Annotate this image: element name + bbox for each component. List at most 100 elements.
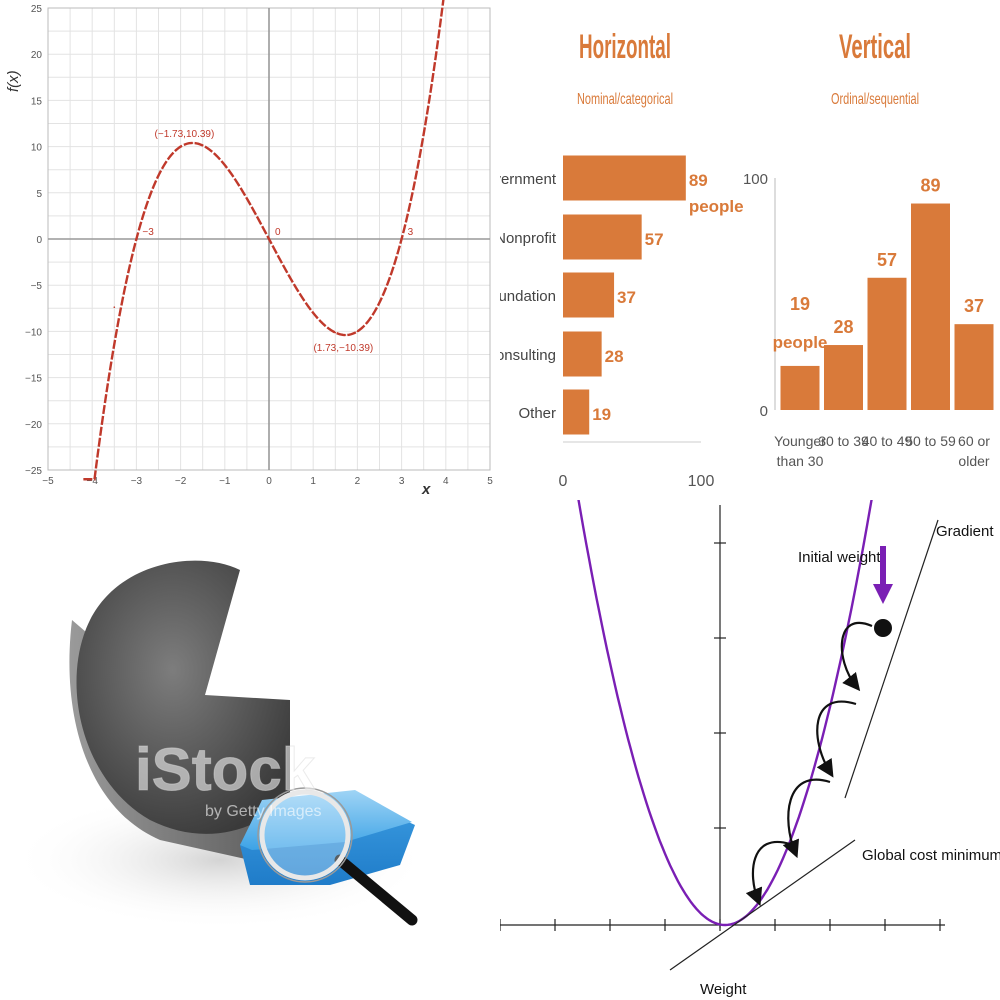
- blue-wedge-top: [240, 790, 412, 850]
- cubic-x-tick-label: −1: [219, 476, 231, 487]
- cubic-annotation: 0: [275, 227, 281, 238]
- hbar-bar: [563, 272, 615, 318]
- cubic-y-tick-label: 15: [31, 96, 43, 107]
- cubic-y-tick-label: 10: [31, 143, 43, 154]
- vbar-bar: [867, 277, 907, 410]
- hbar-value-label: 37: [617, 288, 636, 307]
- hbar-category-label: Foundation: [500, 288, 556, 305]
- global-min-tangent-line: [669, 839, 856, 971]
- cubic-annotation: −3: [142, 227, 154, 238]
- magnifier-lens: [259, 789, 351, 881]
- vbar-value-label: 19: [790, 294, 810, 314]
- initial-weight-label: Initial weight: [798, 549, 881, 566]
- magnifier-handle: [334, 854, 418, 926]
- hbar-unit-label: people: [689, 197, 744, 216]
- global-min-label: Global cost minimum: [862, 847, 1000, 864]
- bar-charts-panel: Horizontal Nominal/categorical Vertical …: [500, 0, 1000, 500]
- cubic-x-tick-label: 0: [266, 476, 272, 487]
- hbar-category-label: Consulting: [500, 347, 556, 364]
- cubic-chart-svg: −5 −4 −3 −2 −1 0 1 2 3 4 52520151050−5−10−15−20−25…: [5, 0, 493, 498]
- vertical-chart-subtitle: Ordinal/sequential: [831, 91, 919, 108]
- cubic-y-tick-label: −25: [25, 466, 42, 477]
- vertical-chart-title: Vertical: [839, 28, 911, 66]
- hbar-value-label: 57: [645, 230, 664, 249]
- cubic-y-tick-label: 0: [36, 235, 42, 246]
- vbar-y-tick-label: 100: [743, 171, 768, 188]
- horizontal-chart-subtitle: Nominal/categorical: [577, 91, 673, 108]
- hbar-x-tick-label: 100: [688, 473, 715, 490]
- cubic-data-point: [246, 197, 248, 200]
- vbar-value-label: 89: [920, 176, 940, 196]
- cubic-x-tick-label: −2: [175, 476, 187, 487]
- cubic-data-point: [179, 145, 182, 148]
- vbar-category-label: older: [958, 453, 989, 469]
- vbar-y-tick-label: 0: [760, 403, 768, 420]
- vbar-category-label: 30 to 39: [818, 433, 869, 449]
- bar-charts-svg: Horizontal Nominal/categorical Vertical …: [500, 28, 994, 490]
- watermark-main: iStock: [135, 736, 316, 803]
- cubic-data-point: [334, 331, 337, 334]
- hbar-category-label: Government: [500, 171, 557, 188]
- cubic-y-tick-label: −20: [25, 420, 42, 431]
- gradient-tangent-line: [844, 519, 939, 799]
- hbar-value-label: 19: [592, 405, 611, 424]
- cubic-data-point: [157, 174, 160, 177]
- cubic-x-tick-label: 2: [355, 476, 361, 487]
- cubic-y-tick-label: −10: [25, 327, 42, 338]
- cubic-annotation: (−1.73,10.39): [155, 129, 215, 140]
- vbar-bar: [780, 365, 820, 410]
- cubic-data-point: [268, 238, 270, 240]
- cubic-x-tick-label: −5: [42, 476, 54, 487]
- hbar-value-label: 89: [689, 171, 708, 190]
- cubic-data-point: [400, 238, 403, 240]
- magnifier-rim: [257, 787, 353, 883]
- cubic-data-point: [312, 312, 315, 314]
- cubic-annotation: 3: [408, 227, 414, 238]
- grey-pie-top: [76, 560, 290, 834]
- cubic-x-tick-label: 1: [310, 476, 316, 487]
- watermark-sub: by Getty Images: [205, 803, 322, 820]
- descent-step-arrow-3: [782, 778, 831, 859]
- vbar-value-label: 37: [964, 296, 984, 316]
- cubic-y-tick-label: 20: [31, 50, 43, 61]
- gradient-label: Gradient: [936, 523, 994, 540]
- hbar-value-label: 28: [605, 347, 624, 366]
- cubic-x-tick-label: −3: [131, 476, 143, 487]
- vbar-unit-label: people: [773, 333, 828, 352]
- descent-step-arrow-2: [816, 700, 857, 778]
- cubic-data-point: [378, 301, 381, 304]
- cubic-x-tick-label: 3: [399, 476, 405, 487]
- cubic-data-point: [201, 144, 204, 147]
- hbar-category-label: Nonprofit: [500, 230, 557, 247]
- vertical-bar-chart: 0 100 19 Younger than 30 28 30 to 39 57 40 to 49…: [743, 171, 994, 469]
- hbar-bar: [563, 155, 686, 201]
- vbar-bar: [911, 203, 950, 410]
- vbar-value-label: 28: [833, 317, 853, 337]
- vbar-bar: [954, 324, 994, 410]
- cubic-y-tick-label: −15: [25, 374, 42, 385]
- cubic-data-point: [344, 334, 347, 336]
- cubic-data-point: [356, 330, 359, 333]
- cubic-data-point: [224, 164, 226, 166]
- cubic-data-point: [135, 238, 138, 240]
- hbar-bar: [563, 214, 642, 260]
- hbar-bar: [563, 389, 590, 435]
- horizontal-chart-title: Horizontal: [579, 28, 671, 66]
- vbar-bar: [824, 345, 863, 410]
- descent-step-arrow-4: [745, 840, 791, 907]
- cubic-data-point: [113, 306, 116, 308]
- cubic-annotation: (1.73,−10.39): [313, 343, 373, 354]
- vbar-category-label: than 30: [777, 453, 824, 469]
- hbar-x-tick-label: 0: [559, 473, 568, 490]
- cubic-y-axis-label: f(x): [5, 70, 22, 92]
- vbar-value-label: 57: [877, 250, 897, 270]
- gradient-descent-svg: Gradient Global cost minimum Initial wei…: [500, 500, 1000, 998]
- gradient-descent-diagram: Gradient Global cost minimum Initial wei…: [500, 500, 1000, 1000]
- hbar-category-label: Other: [518, 405, 556, 422]
- cubic-x-tick-label: 5: [487, 476, 493, 487]
- cubic-function-chart: −5 −4 −3 −2 −1 0 1 2 3 4 5 25 20 15 10 5 0 −5 −10 −15 −20 −25…: [0, 0, 500, 500]
- cubic-y-tick-label: 25: [31, 4, 43, 15]
- cubic-data-point: [422, 133, 425, 135]
- weight-axis-label: Weight: [700, 981, 747, 998]
- cost-curve: [577, 500, 873, 927]
